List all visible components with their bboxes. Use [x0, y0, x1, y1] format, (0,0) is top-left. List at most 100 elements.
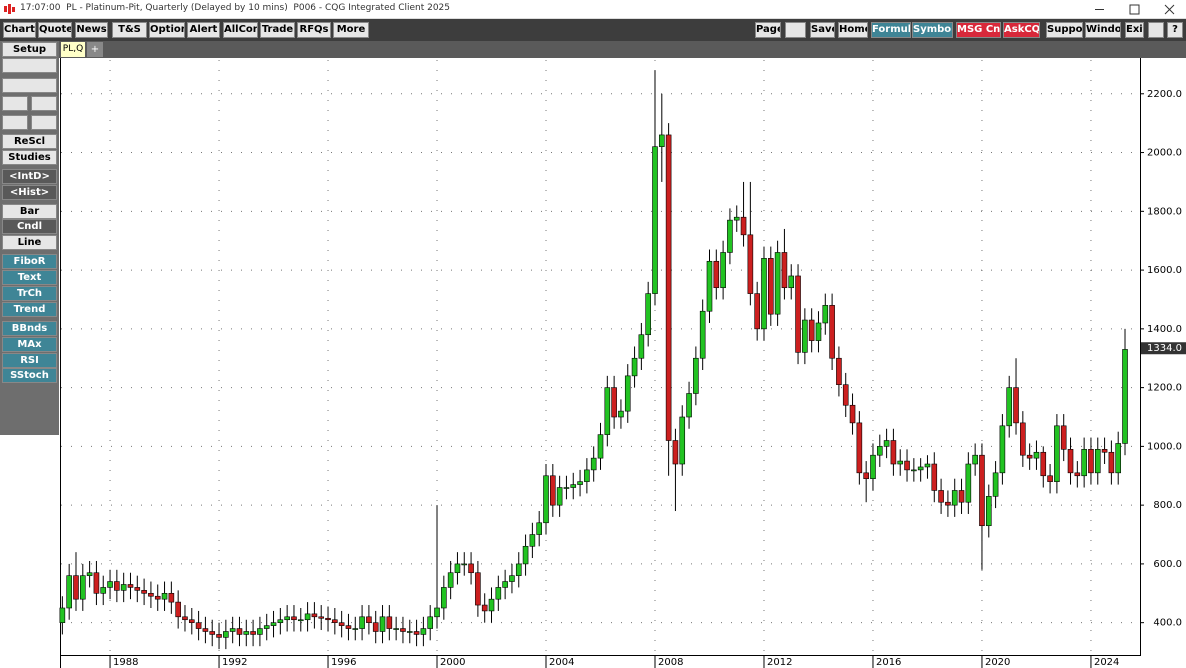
candle-body	[1108, 451, 1115, 474]
add-tab[interactable]: +	[87, 42, 103, 57]
candle-body	[876, 446, 883, 456]
arrow-button[interactable]	[785, 22, 806, 38]
candle-body	[270, 622, 277, 626]
sidebar-button[interactable]: Trend	[2, 302, 57, 317]
toolbar-button[interactable]: More	[333, 22, 369, 38]
toolbar-button[interactable]: AskCQG	[1003, 22, 1040, 38]
restore-button[interactable]	[1148, 22, 1164, 38]
y-tick-label: 1600.0	[1147, 265, 1182, 276]
toolbar-button[interactable]: Alert	[187, 22, 220, 38]
toolbar-button[interactable]: ?	[1167, 22, 1183, 38]
candle-body	[188, 619, 195, 623]
y-tick-label: 2200.0	[1147, 89, 1182, 100]
candle-body	[79, 575, 86, 600]
candle-body	[434, 607, 440, 618]
candle-body	[693, 357, 699, 394]
sidebar-button[interactable]: MAx	[2, 337, 57, 352]
candle-body	[727, 219, 733, 253]
toolbar-button[interactable]: Window	[1085, 22, 1121, 38]
icon-button[interactable]	[2, 115, 28, 130]
candle-body	[1067, 449, 1074, 474]
window-controls[interactable]	[1090, 0, 1186, 19]
sidebar-button[interactable]: Bar	[2, 204, 57, 219]
toolbar-button[interactable]: Home	[838, 22, 868, 38]
candle-body	[645, 293, 651, 336]
icon-button[interactable]	[2, 58, 57, 73]
y-tick-label: 800.0	[1153, 500, 1182, 511]
candle-body	[1122, 349, 1128, 444]
candle-body	[563, 487, 570, 489]
toolbar-button[interactable]: Formula	[871, 22, 911, 38]
sidebar-button[interactable]: SStoch	[2, 368, 57, 383]
candle-body	[618, 410, 624, 418]
x-tick-label: 1996	[331, 657, 356, 668]
sidebar-button[interactable]: <Hist>	[2, 185, 57, 200]
toolbar-button[interactable]: AllCon	[223, 22, 258, 38]
candle-body	[141, 590, 147, 594]
sidebar-button[interactable]: Studies	[2, 150, 57, 165]
candle-body	[856, 422, 863, 474]
candle-body	[829, 305, 835, 359]
candle-body	[659, 134, 665, 147]
toolbar-button[interactable]: Page	[755, 22, 781, 38]
candle-body	[597, 434, 604, 459]
sidebar-button[interactable]: ReScl	[2, 134, 57, 149]
toolbar-button[interactable]: RFQs	[297, 22, 331, 38]
sidebar-button[interactable]: BBnds	[2, 321, 57, 336]
sidebar-button[interactable]: Text	[2, 270, 57, 285]
sidebar-button[interactable]: TrCh	[2, 286, 57, 301]
toolbar-button[interactable]: Quote	[38, 22, 72, 38]
candle-body	[938, 490, 944, 503]
candle-body	[86, 572, 93, 576]
sidebar-button[interactable]: <IntD>	[2, 169, 57, 184]
toolbar-button[interactable]: Support	[1046, 22, 1083, 38]
toolbar-button[interactable]: MSG Cntr	[956, 22, 1001, 38]
sidebar-button[interactable]: FiboR	[2, 254, 57, 269]
sidebar-button[interactable]: RSI	[2, 353, 57, 368]
icon-button[interactable]	[31, 96, 57, 111]
candle-body	[1060, 425, 1067, 450]
candle-body	[965, 463, 972, 503]
icon-button[interactable]	[31, 115, 57, 130]
icon-button[interactable]	[2, 78, 57, 93]
candle-body	[529, 534, 536, 547]
toolbar-button[interactable]: Options	[149, 22, 185, 38]
candle-body	[107, 581, 113, 588]
toolbar-button[interactable]: Chart	[3, 22, 36, 38]
toolbar-button[interactable]: Trade	[260, 22, 295, 38]
toolbar-button[interactable]: Save	[810, 22, 835, 38]
toolbar-button[interactable]: T&S	[112, 22, 147, 38]
toolbar-button[interactable]: Exit	[1125, 22, 1144, 38]
candle-body	[611, 387, 617, 418]
x-tick-label: 2020	[985, 657, 1010, 668]
candle-body	[1026, 454, 1033, 459]
candle-body	[747, 234, 754, 294]
sidebar-blank	[0, 435, 59, 668]
candle-body	[781, 252, 788, 289]
icon-button[interactable]	[2, 96, 28, 111]
candle-body	[1006, 387, 1013, 427]
chart-tab[interactable]: PL,Q	[61, 42, 85, 57]
sidebar-button[interactable]: Line	[2, 235, 57, 250]
x-tick-label: 2000	[440, 657, 465, 668]
candle-body	[475, 572, 481, 606]
sidebar-button[interactable]: Cndl	[2, 219, 57, 234]
candle-body	[461, 563, 468, 566]
toolbar-button[interactable]: News	[75, 22, 108, 38]
candle-body	[114, 581, 120, 591]
candle-body	[406, 631, 413, 633]
candle-body	[468, 563, 474, 574]
last-price-box	[1141, 342, 1186, 355]
candle-body	[175, 601, 181, 618]
candle-body	[788, 275, 795, 289]
candle-body	[134, 587, 141, 591]
sidebar-button[interactable]: Setup	[2, 42, 57, 57]
candle-body	[325, 617, 331, 621]
y-tick-label: 1200.0	[1147, 383, 1182, 394]
candle-body	[1094, 449, 1101, 474]
candle-body	[297, 619, 304, 622]
candle-body	[808, 319, 815, 341]
toolbar-button[interactable]: Symbols	[912, 22, 953, 38]
x-tick-label: 2004	[549, 657, 574, 668]
candle-body	[740, 216, 747, 236]
